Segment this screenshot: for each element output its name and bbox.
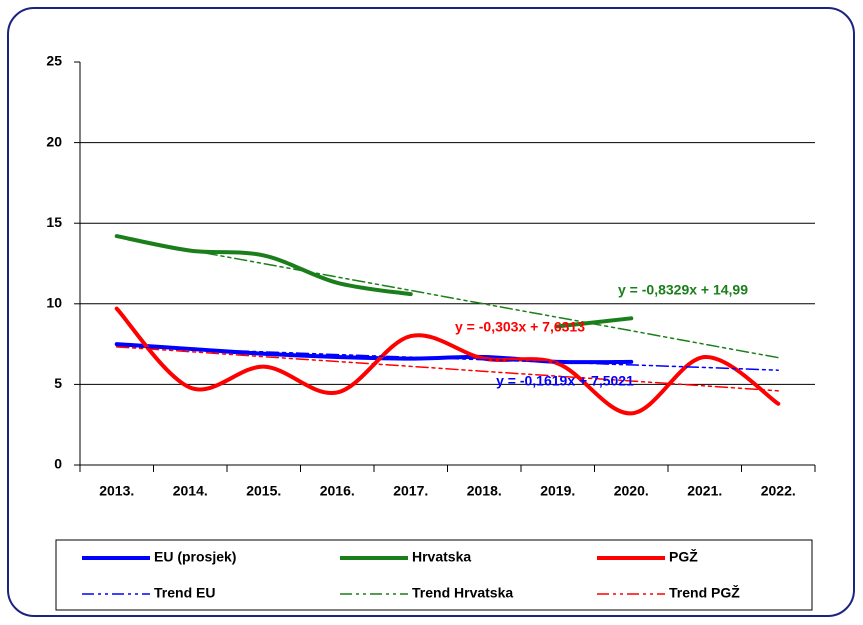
x-tick-label: 2013.	[99, 483, 134, 499]
trendline-equation: y = -0,303x + 7,6313	[455, 319, 585, 335]
legend-label: EU (prosjek)	[154, 549, 236, 565]
y-tick-label: 15	[46, 214, 62, 230]
frame	[8, 8, 854, 616]
y-tick-label: 0	[54, 456, 62, 472]
x-tick-label: 2021.	[687, 483, 722, 499]
legend-label: Trend Hrvatska	[412, 585, 513, 601]
y-tick-label: 20	[46, 133, 62, 149]
legend-label: Trend PGŽ	[669, 584, 740, 601]
legend-label: PGŽ	[669, 548, 698, 565]
x-tick-label: 2016.	[320, 483, 355, 499]
y-tick-label: 25	[46, 53, 62, 69]
chart: 0 5 10 15 20 25 2013. 2014. 2015. 2016. 2017. 2018.…	[0, 0, 863, 625]
y-tick-label: 10	[46, 295, 62, 311]
y-tick-label: 5	[54, 375, 62, 391]
trendline-equation: y = -0,8329x + 14,99	[618, 282, 748, 298]
x-tick-label: 2019.	[540, 483, 575, 499]
x-tick-label: 2020.	[614, 483, 649, 499]
legend-label: Trend EU	[154, 585, 215, 601]
x-tick-label: 2017.	[393, 483, 428, 499]
x-tick-label: 2022.	[761, 483, 796, 499]
trendline-equation: y = -0,1619x + 7,5021	[496, 373, 634, 389]
x-tick-label: 2015.	[246, 483, 281, 499]
legend-label: Hrvatska	[412, 549, 471, 565]
x-tick-label: 2018.	[467, 483, 502, 499]
x-tick-label: 2014.	[173, 483, 208, 499]
